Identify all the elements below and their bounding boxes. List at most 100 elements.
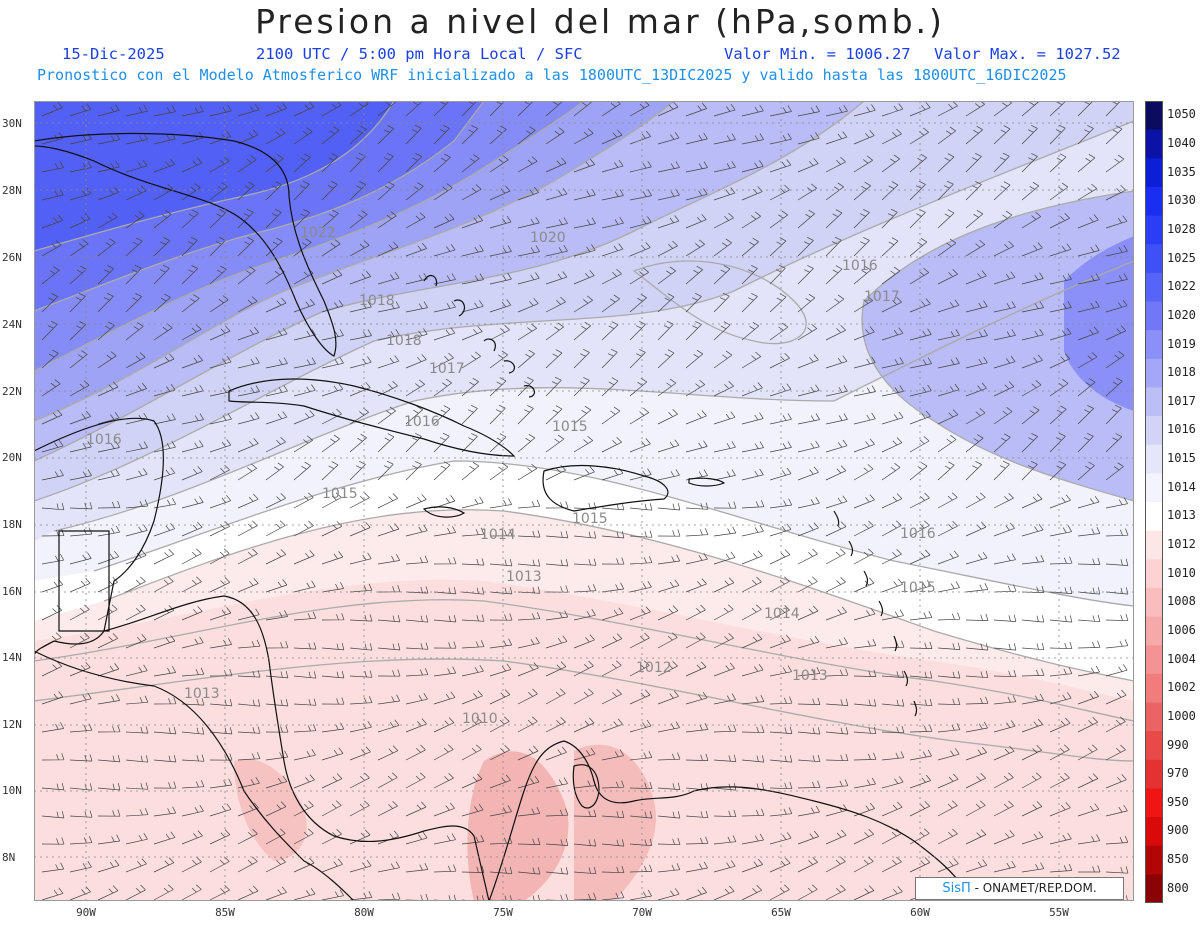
bahamas [423,274,536,398]
lat-label: 8N [2,851,16,864]
colorbar-label: 1015 [1167,451,1196,465]
map-title: Presion a nivel del mar (hPa,somb.) [255,2,945,41]
contour-label: 1015 [900,580,936,596]
max-value: Valor Max. = 1027.52 [934,45,1121,63]
colorbar-label: 1014 [1167,479,1196,494]
coastlines [34,132,975,901]
yucatan-coast [34,417,165,657]
lesser-antilles [833,510,918,717]
graticule [34,101,1134,901]
contour-label: 1012 [636,660,672,676]
contour-label: 1015 [572,511,608,527]
lat-label: 24N [2,318,22,331]
jamaica-coast [422,506,466,518]
colorbar-cell [1145,645,1163,675]
forecast-date: 15-Dic-2025 [62,45,165,63]
lon-label: 90W [76,906,96,919]
shade-1022 [34,101,394,251]
colorbar-label: 1017 [1167,393,1196,408]
colorbar-label: 900 [1167,823,1189,838]
model-info: Pronostico con el Modelo Atmosferico WRF… [37,66,1067,84]
puerto-rico-coast [688,477,726,487]
colorbar-cell [1145,330,1163,360]
shade-east-1019 [1064,236,1134,411]
colorbar-cell [1145,129,1163,159]
contour-label: 1016 [900,526,936,542]
colorbar-cell [1145,215,1163,245]
lat-label: 12N [2,718,22,731]
contour-label: 1014 [764,606,800,622]
colorbar-cell [1145,673,1163,703]
colorbar-label: 1018 [1167,365,1196,380]
pressure-colorbar [1145,101,1163,903]
colorbar-cell [1145,502,1163,532]
shade-land-low [467,751,569,901]
colorbar-cell [1145,530,1163,560]
colorbar-cell [1145,358,1163,388]
lat-label: 16N [2,585,22,598]
colorbar-cell [1145,559,1163,589]
colorbar-cell [1145,788,1163,818]
lon-label: 60W [910,906,930,919]
colorbar-cell [1145,473,1163,503]
colorbar-label: 1050 [1167,107,1196,122]
contour-label: 1013 [506,569,542,585]
sis-logo: SisΠ [942,881,971,896]
contour-label: 1013 [792,668,828,684]
colorbar-cell [1145,272,1163,302]
isobar-lines [34,101,1134,762]
contour-label: 1022 [300,225,336,241]
lat-label: 22N [2,385,22,398]
colorbar-label: 1010 [1167,565,1196,580]
colorbar-label: 1019 [1167,336,1196,351]
colorbar-cell [1145,817,1163,847]
colorbar-cell [1145,101,1163,131]
contour-label: 1013 [184,686,220,702]
colorbar-cell [1145,301,1163,331]
contour-label: 1015 [552,419,588,435]
colorbar-label: 1002 [1167,680,1196,695]
colorbar-label: 1025 [1167,250,1196,265]
colorbar-label: 1035 [1167,164,1196,179]
colorbar-label: 990 [1167,737,1189,752]
colorbar-label: 1013 [1167,508,1196,523]
central-america-pacific [34,650,355,901]
colorbar-cell [1145,731,1163,761]
contour-label: 1010 [462,711,498,727]
colorbar-cell [1145,759,1163,789]
contour-labels: 1022 1020 1018 1016 1017 1018 1017 1016 … [86,225,936,727]
lake-maracaibo [572,764,600,809]
contour-label: 1016 [86,432,122,448]
map-frame [34,101,1134,901]
lon-label: 65W [771,906,791,919]
credit-box: SisΠ - ONAMET/REP.DOM. [915,877,1124,900]
central-america-coast [103,595,490,901]
lat-label: 30N [2,117,22,130]
colorbar-label: 800 [1167,880,1189,895]
colorbar-label: 850 [1167,852,1189,866]
lat-label: 10N [2,784,22,797]
colorbar-cell [1145,416,1163,446]
min-value: Valor Min. = 1006.27 [724,45,911,63]
forecast-time: 2100 UTC / 5:00 pm Hora Local / SFC [256,45,583,63]
contour-label: 1016 [842,258,878,274]
lon-label: 75W [493,906,513,919]
colorbar-cell [1145,845,1163,875]
colorbar-cell [1145,387,1163,417]
colorbar-label: 1022 [1167,279,1196,294]
colorbar-label: 1004 [1167,651,1196,666]
contour-label: 1015 [322,486,358,502]
colorbar-cell [1145,587,1163,618]
colorbar-cell [1145,186,1163,217]
lat-label: 20N [2,451,22,464]
colorbar-cell [1145,444,1163,474]
colorbar-cell [1145,874,1163,903]
florida-coast [34,132,337,357]
lon-label: 80W [354,906,374,919]
colorbar-cell [1145,158,1163,188]
lon-label: 55W [1049,906,1069,919]
colorbar-cell [1145,244,1163,274]
contour-label: 1016 [404,414,440,430]
cuba-coast [228,378,516,457]
colorbar-label: 1020 [1167,307,1196,322]
